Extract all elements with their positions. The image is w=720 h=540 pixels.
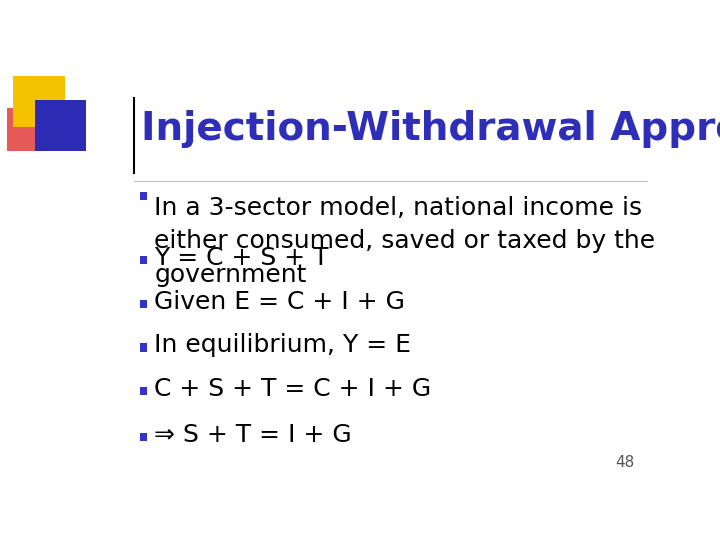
Text: ⇒ S + T = I + G: ⇒ S + T = I + G	[154, 423, 352, 447]
Text: Given E = C + I + G: Given E = C + I + G	[154, 290, 405, 314]
Text: C + S + T = C + I + G: C + S + T = C + I + G	[154, 377, 431, 401]
Bar	[140, 300, 148, 308]
Bar	[140, 433, 148, 441]
Bar	[140, 387, 148, 395]
Bar	[140, 256, 148, 265]
Text: In equilibrium, Y = E: In equilibrium, Y = E	[154, 334, 411, 357]
Text: In a 3-sector model, national income is
either consumed, saved or taxed by the
g: In a 3-sector model, national income is …	[154, 196, 655, 287]
Text: 48: 48	[615, 455, 634, 470]
Bar	[140, 343, 148, 352]
Text: Y = C + S + T: Y = C + S + T	[154, 246, 328, 270]
Text: Injection-Withdrawal Approach: Injection-Withdrawal Approach	[141, 110, 720, 148]
Bar	[140, 192, 148, 200]
